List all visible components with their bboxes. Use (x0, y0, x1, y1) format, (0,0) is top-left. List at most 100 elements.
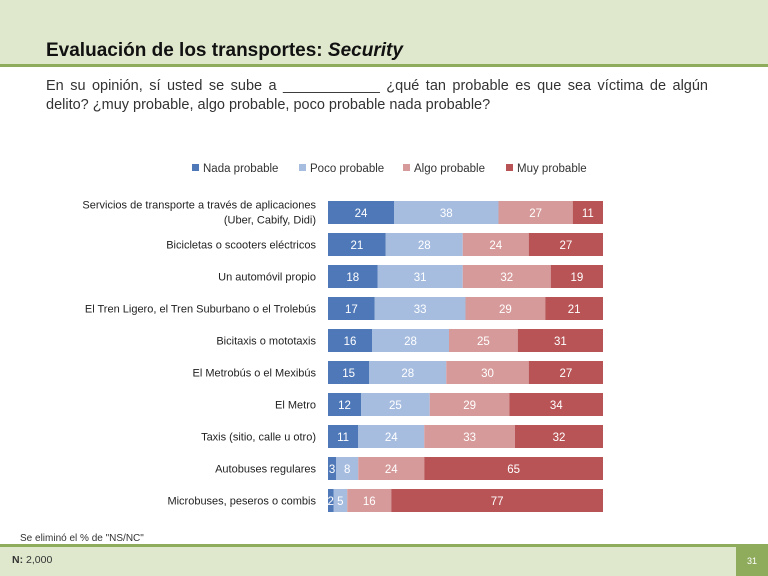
bar-value-label: 77 (491, 496, 504, 508)
bar-value-label: 27 (559, 368, 572, 380)
category-label: Servicios de transporte a través de apli… (82, 200, 316, 227)
footer-divider (0, 544, 768, 547)
bar-segment (424, 425, 515, 448)
bar-value-label: 24 (385, 432, 398, 444)
legend-item-3: Algo probable (403, 163, 485, 175)
bar-value-label: 12 (338, 400, 351, 412)
bar-segment (509, 393, 603, 416)
bar-value-label: 5 (337, 496, 343, 508)
footnote: Se eliminó el % de "NS/NC" (20, 533, 144, 544)
bar-value-label: 3 (329, 464, 335, 476)
bar-value-label: 11 (582, 208, 594, 220)
bar-value-label: 18 (346, 272, 359, 284)
category-label: Autobuses regulares (215, 464, 316, 476)
bar-value-label: 16 (344, 336, 357, 348)
bar-value-label: 27 (529, 208, 542, 220)
bar-value-label: 11 (337, 432, 349, 444)
bar-segment (328, 489, 334, 512)
bar-value-label: 16 (363, 496, 376, 508)
legend-swatch (192, 164, 199, 171)
sample-size-value: 2,000 (26, 554, 53, 566)
legend-label: Poco probable (310, 163, 385, 175)
legend-item-2: Poco probable (299, 163, 384, 175)
bar-segment (372, 329, 449, 352)
bar-value-label: 32 (553, 432, 566, 444)
bar-value-label: 34 (550, 400, 563, 412)
bar-value-label: 29 (463, 400, 476, 412)
bar-value-label: 27 (559, 240, 572, 252)
bar-segment (429, 393, 510, 416)
bar-segment (377, 265, 463, 288)
legend-item-4: Muy probable (506, 163, 587, 175)
bar-value-label: 65 (507, 464, 520, 476)
footer-band (0, 547, 768, 576)
bar-value-label: 28 (418, 240, 431, 252)
bar-value-label: 33 (414, 304, 427, 316)
bar-segment (462, 233, 529, 256)
bar-value-label: 30 (481, 368, 494, 380)
bar-segment (336, 457, 359, 480)
legend-label: Nada probable (203, 163, 279, 175)
bar-segment (328, 457, 337, 480)
survey-question: En su opinión, sí usted se sube a ______… (46, 78, 708, 113)
bar-segment (449, 329, 518, 352)
bar-segment (328, 265, 378, 288)
legend-swatch (403, 164, 410, 171)
bar-value-label: 28 (401, 368, 414, 380)
bar-segment (369, 361, 447, 384)
category-label: El Metro (275, 400, 316, 412)
bar-segment (394, 201, 499, 224)
bar-value-label: 31 (554, 336, 567, 348)
bar-value-label: 25 (389, 400, 402, 412)
bar-segment (424, 457, 603, 480)
bar-segment (498, 201, 573, 224)
bar-segment (465, 297, 546, 320)
slide-title: Evaluación de los transportes: Security (46, 40, 403, 62)
bar-value-label: 29 (499, 304, 512, 316)
slide-title-italic: Security (327, 40, 403, 61)
category-label: Microbuses, peseros o combis (167, 496, 316, 508)
bar-segment (361, 393, 430, 416)
bar-value-label: 8 (344, 464, 350, 476)
bar-value-label: 19 (570, 272, 583, 284)
bar-value-label: 24 (355, 208, 368, 220)
bar-value-label: 24 (385, 464, 398, 476)
bar-segment (462, 265, 551, 288)
bar-segment (328, 393, 361, 416)
bar-segment (545, 297, 603, 320)
bar-segment (446, 361, 529, 384)
bar-value-label: 21 (350, 240, 363, 252)
bar-value-label: 21 (568, 304, 581, 316)
bar-value-label: 28 (404, 336, 417, 348)
header-divider (0, 64, 768, 67)
category-label: El Metrobús o el Mexibús (193, 368, 317, 380)
page-number: 31 (736, 547, 768, 576)
legend-item-1: Nada probable (192, 163, 278, 175)
bar-segment (550, 265, 603, 288)
bar-value-label: 32 (500, 272, 513, 284)
legend-label: Muy probable (517, 163, 587, 175)
category-label: El Tren Ligero, el Tren Suburbano o el T… (85, 304, 317, 316)
header-band (0, 0, 768, 66)
bar-segment (391, 489, 603, 512)
category-label: Un automóvil propio (218, 272, 316, 284)
bar-segment (328, 329, 372, 352)
bar-segment (328, 297, 375, 320)
bar-segment (358, 425, 425, 448)
legend-label: Algo probable (414, 163, 485, 175)
legend-swatch (506, 164, 513, 171)
bar-segment (385, 233, 463, 256)
bar-segment (517, 329, 603, 352)
category-label: Bicitaxis o mototaxis (216, 336, 316, 348)
category-label: Taxis (sitio, calle u otro) (201, 432, 316, 444)
bar-value-label: 33 (463, 432, 476, 444)
bar-segment (333, 489, 348, 512)
bar-segment (328, 425, 359, 448)
bar-segment (572, 201, 603, 224)
sample-size: N: 2,000 (12, 554, 52, 566)
stacked-bar-chart: 24 38 27 11 Servicios de transporte a través… (82, 200, 603, 512)
bar-value-label: 31 (414, 272, 427, 284)
bar-segment (347, 489, 392, 512)
sample-size-label: N: (12, 554, 24, 566)
bar-segment (328, 361, 370, 384)
